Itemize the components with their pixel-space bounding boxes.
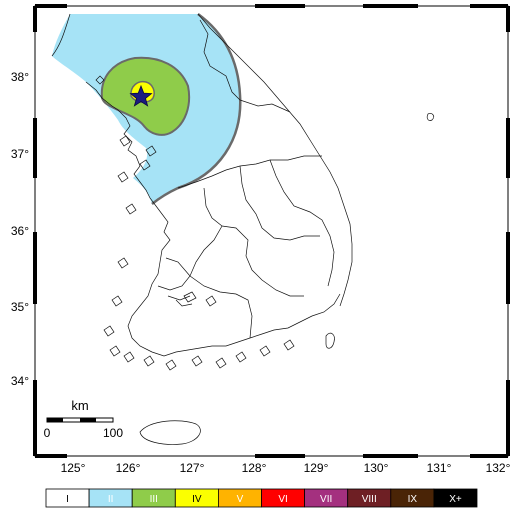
legend-item: X+ bbox=[433, 488, 478, 508]
lat-tick-labels: 38° 37° 36° 35° 34° bbox=[11, 70, 29, 388]
lat-tick-label: 37° bbox=[11, 147, 29, 161]
lon-tick-label: 129° bbox=[304, 461, 329, 475]
legend-label: VIII bbox=[362, 494, 377, 505]
lat-tick-label: 34° bbox=[11, 374, 29, 388]
lon-tick-label: 130° bbox=[364, 461, 389, 475]
legend-item: II bbox=[88, 488, 133, 508]
legend-item: V bbox=[217, 488, 262, 508]
intensity-zone-ii-boundary bbox=[151, 12, 242, 205]
lon-tick-label: 128° bbox=[242, 461, 267, 475]
intensity-legend: I II III IV V VI VII VIII IX X+ bbox=[45, 488, 478, 508]
lon-tick-label: 126° bbox=[116, 461, 141, 475]
legend-item: IV bbox=[174, 488, 219, 508]
lat-tick-label: 38° bbox=[11, 70, 29, 84]
scale-bar: km 0 100 bbox=[44, 398, 124, 440]
legend-item: VI bbox=[261, 488, 305, 508]
lat-tick-label: 36° bbox=[11, 224, 29, 238]
legend-label: IV bbox=[192, 494, 202, 505]
legend-label: VI bbox=[278, 494, 287, 505]
lon-tick-label: 125° bbox=[61, 461, 86, 475]
legend-swatch bbox=[433, 488, 478, 508]
coastline-and-borders bbox=[51, 13, 353, 357]
legend-label: II bbox=[108, 494, 114, 505]
lon-tick-label: 127° bbox=[180, 461, 205, 475]
lat-tick-label: 35° bbox=[11, 300, 29, 314]
legend-label: I bbox=[66, 494, 69, 505]
scale-bar-end: 100 bbox=[103, 426, 123, 440]
legend-label: VII bbox=[320, 494, 332, 505]
legend-item: IX bbox=[390, 488, 435, 508]
legend-item: VIII bbox=[347, 488, 392, 508]
scale-bar-start: 0 bbox=[44, 426, 51, 440]
islands bbox=[95, 75, 434, 445]
legend-label: III bbox=[150, 494, 158, 505]
legend-item: III bbox=[131, 488, 176, 508]
lon-tick-label: 131° bbox=[427, 461, 452, 475]
lon-tick-labels: 125° 126° 127° 128° 129° 130° 131° 132° bbox=[61, 461, 511, 475]
legend-item: VII bbox=[304, 488, 349, 508]
legend-label: IX bbox=[408, 494, 418, 505]
legend-item: I bbox=[45, 488, 90, 508]
legend-label: X+ bbox=[449, 494, 462, 505]
scale-bar-unit: km bbox=[71, 398, 88, 413]
star-icon bbox=[129, 84, 153, 107]
lon-tick-label: 132° bbox=[486, 461, 511, 475]
frame-ticks bbox=[33, 4, 510, 458]
legend-label: V bbox=[237, 494, 244, 505]
